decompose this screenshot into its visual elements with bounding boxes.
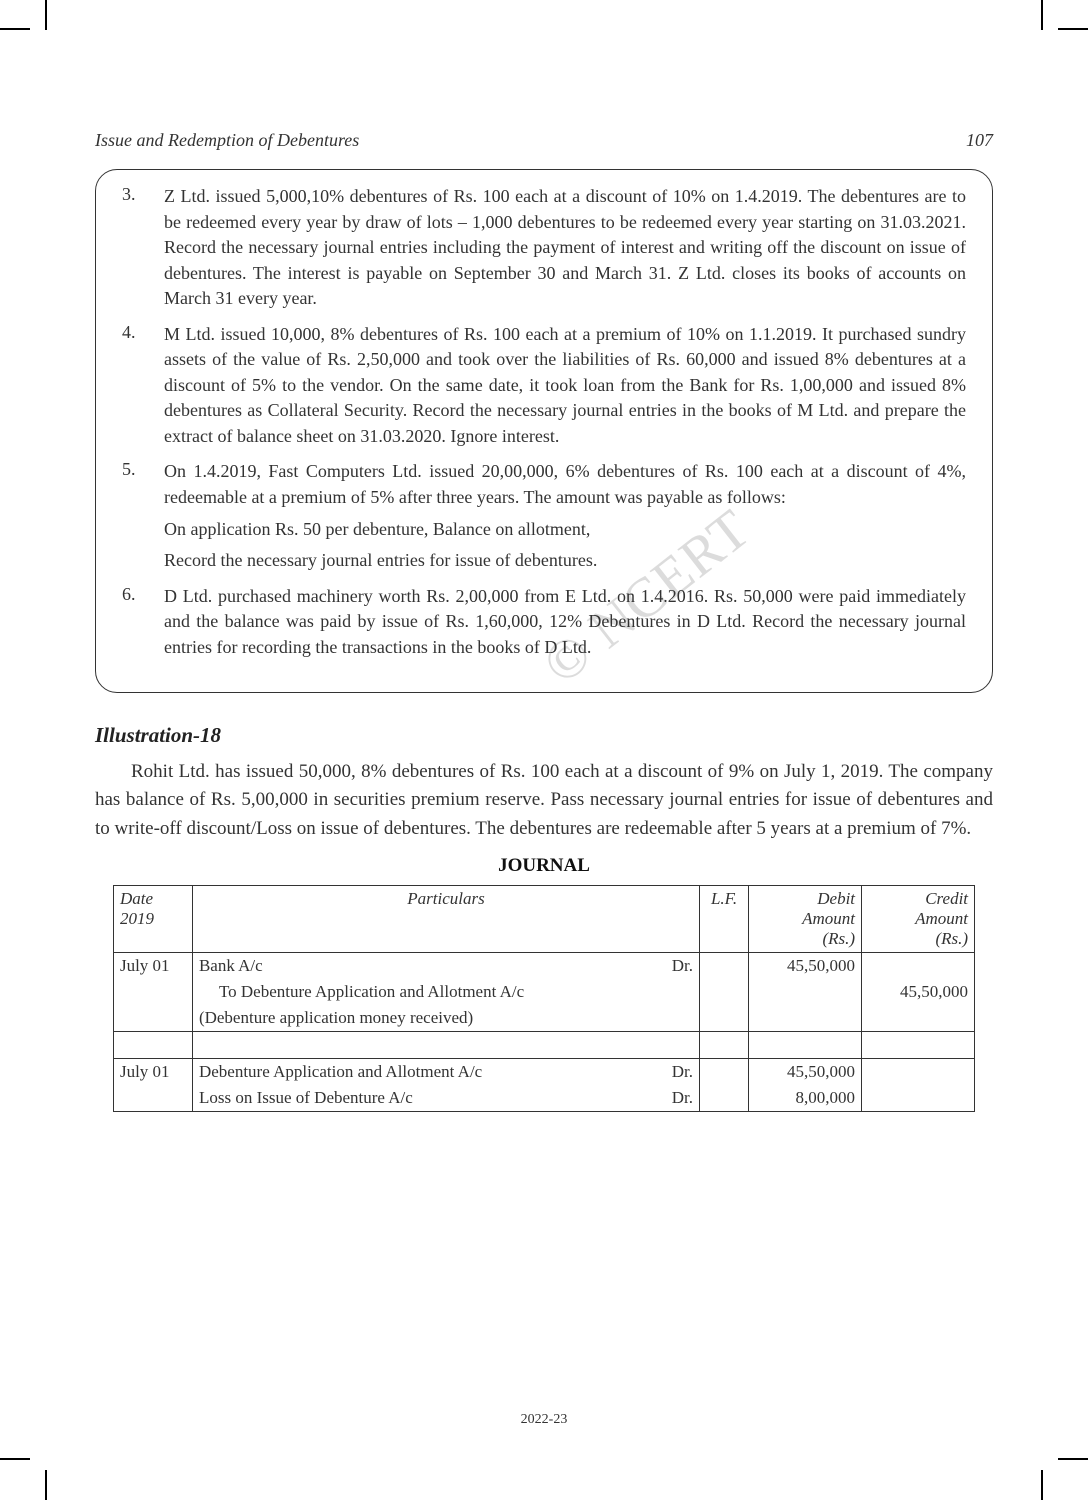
question-subtext: Record the necessary journal entries for… bbox=[164, 548, 966, 574]
page-number: 107 bbox=[966, 130, 993, 151]
question-text: M Ltd. issued 10,000, 8% debentures of R… bbox=[164, 322, 966, 450]
illustration-body: Rohit Ltd. has issued 50,000, 8% debentu… bbox=[95, 758, 993, 842]
question-number: 6. bbox=[122, 584, 164, 661]
question-number: 3. bbox=[122, 184, 164, 312]
col-credit: CreditAmount(Rs.) bbox=[862, 885, 975, 952]
page-header: Issue and Redemption of Debentures 107 bbox=[95, 130, 993, 151]
illustration-heading: Illustration-18 bbox=[95, 723, 993, 748]
table-row: July 01Bank A/cDr.45,50,000 bbox=[113, 952, 974, 979]
question-text: Z Ltd. issued 5,000,10% debentures of Rs… bbox=[164, 184, 966, 312]
header-title: Issue and Redemption of Debentures bbox=[95, 130, 359, 151]
question-item: 6.D Ltd. purchased machinery worth Rs. 2… bbox=[122, 584, 966, 661]
question-box: 3.Z Ltd. issued 5,000,10% debentures of … bbox=[95, 169, 993, 693]
table-row: To Debenture Application and Allotment A… bbox=[113, 979, 974, 1005]
question-text: D Ltd. purchased machinery worth Rs. 2,0… bbox=[164, 584, 966, 661]
table-row: Loss on Issue of Debenture A/cDr.8,00,00… bbox=[113, 1085, 974, 1112]
col-date: Date2019 bbox=[113, 885, 192, 952]
col-debit: DebitAmount(Rs.) bbox=[749, 885, 862, 952]
question-item: 3.Z Ltd. issued 5,000,10% debentures of … bbox=[122, 184, 966, 312]
table-row: (Debenture application money received) bbox=[113, 1005, 974, 1032]
question-number: 4. bbox=[122, 322, 164, 450]
question-number: 5. bbox=[122, 459, 164, 573]
table-row bbox=[113, 1031, 974, 1058]
col-particulars: Particulars bbox=[192, 885, 699, 952]
journal-title: JOURNAL bbox=[95, 855, 993, 877]
question-item: 5.On 1.4.2019, Fast Computers Ltd. issue… bbox=[122, 459, 966, 573]
footer-year: 2022-23 bbox=[0, 1412, 1088, 1428]
journal-table: Date2019 Particulars L.F. DebitAmount(Rs… bbox=[113, 885, 975, 1112]
question-item: 4.M Ltd. issued 10,000, 8% debentures of… bbox=[122, 322, 966, 450]
table-row: July 01Debenture Application and Allotme… bbox=[113, 1058, 974, 1085]
question-subtext: On application Rs. 50 per debenture, Bal… bbox=[164, 517, 966, 543]
col-lf: L.F. bbox=[700, 885, 749, 952]
question-text: On 1.4.2019, Fast Computers Ltd. issued … bbox=[164, 459, 966, 573]
